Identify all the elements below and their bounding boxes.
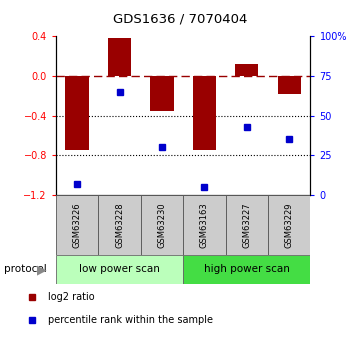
Text: percentile rank within the sample: percentile rank within the sample <box>48 315 213 325</box>
Bar <box>235 64 258 76</box>
Text: low power scan: low power scan <box>79 265 160 274</box>
Bar <box>183 195 226 255</box>
Bar <box>278 76 301 94</box>
Text: GSM63229: GSM63229 <box>285 203 294 248</box>
Text: GSM63226: GSM63226 <box>73 202 82 248</box>
Text: high power scan: high power scan <box>204 265 290 274</box>
Text: protocol: protocol <box>4 265 46 274</box>
Bar <box>141 195 183 255</box>
Text: GSM63227: GSM63227 <box>242 202 251 248</box>
Text: GSM63228: GSM63228 <box>115 202 124 248</box>
Bar <box>193 76 216 150</box>
Bar <box>268 195 310 255</box>
Bar <box>108 38 131 76</box>
Text: ▶: ▶ <box>37 263 46 276</box>
Text: log2 ratio: log2 ratio <box>48 293 95 303</box>
Bar <box>183 255 310 284</box>
Text: GSM63163: GSM63163 <box>200 202 209 248</box>
Bar <box>65 76 89 150</box>
Text: GSM63230: GSM63230 <box>157 202 166 248</box>
Text: GDS1636 / 7070404: GDS1636 / 7070404 <box>113 12 248 25</box>
Bar <box>150 76 174 111</box>
Bar <box>56 195 98 255</box>
Bar <box>98 195 141 255</box>
Bar <box>226 195 268 255</box>
Bar <box>56 255 183 284</box>
